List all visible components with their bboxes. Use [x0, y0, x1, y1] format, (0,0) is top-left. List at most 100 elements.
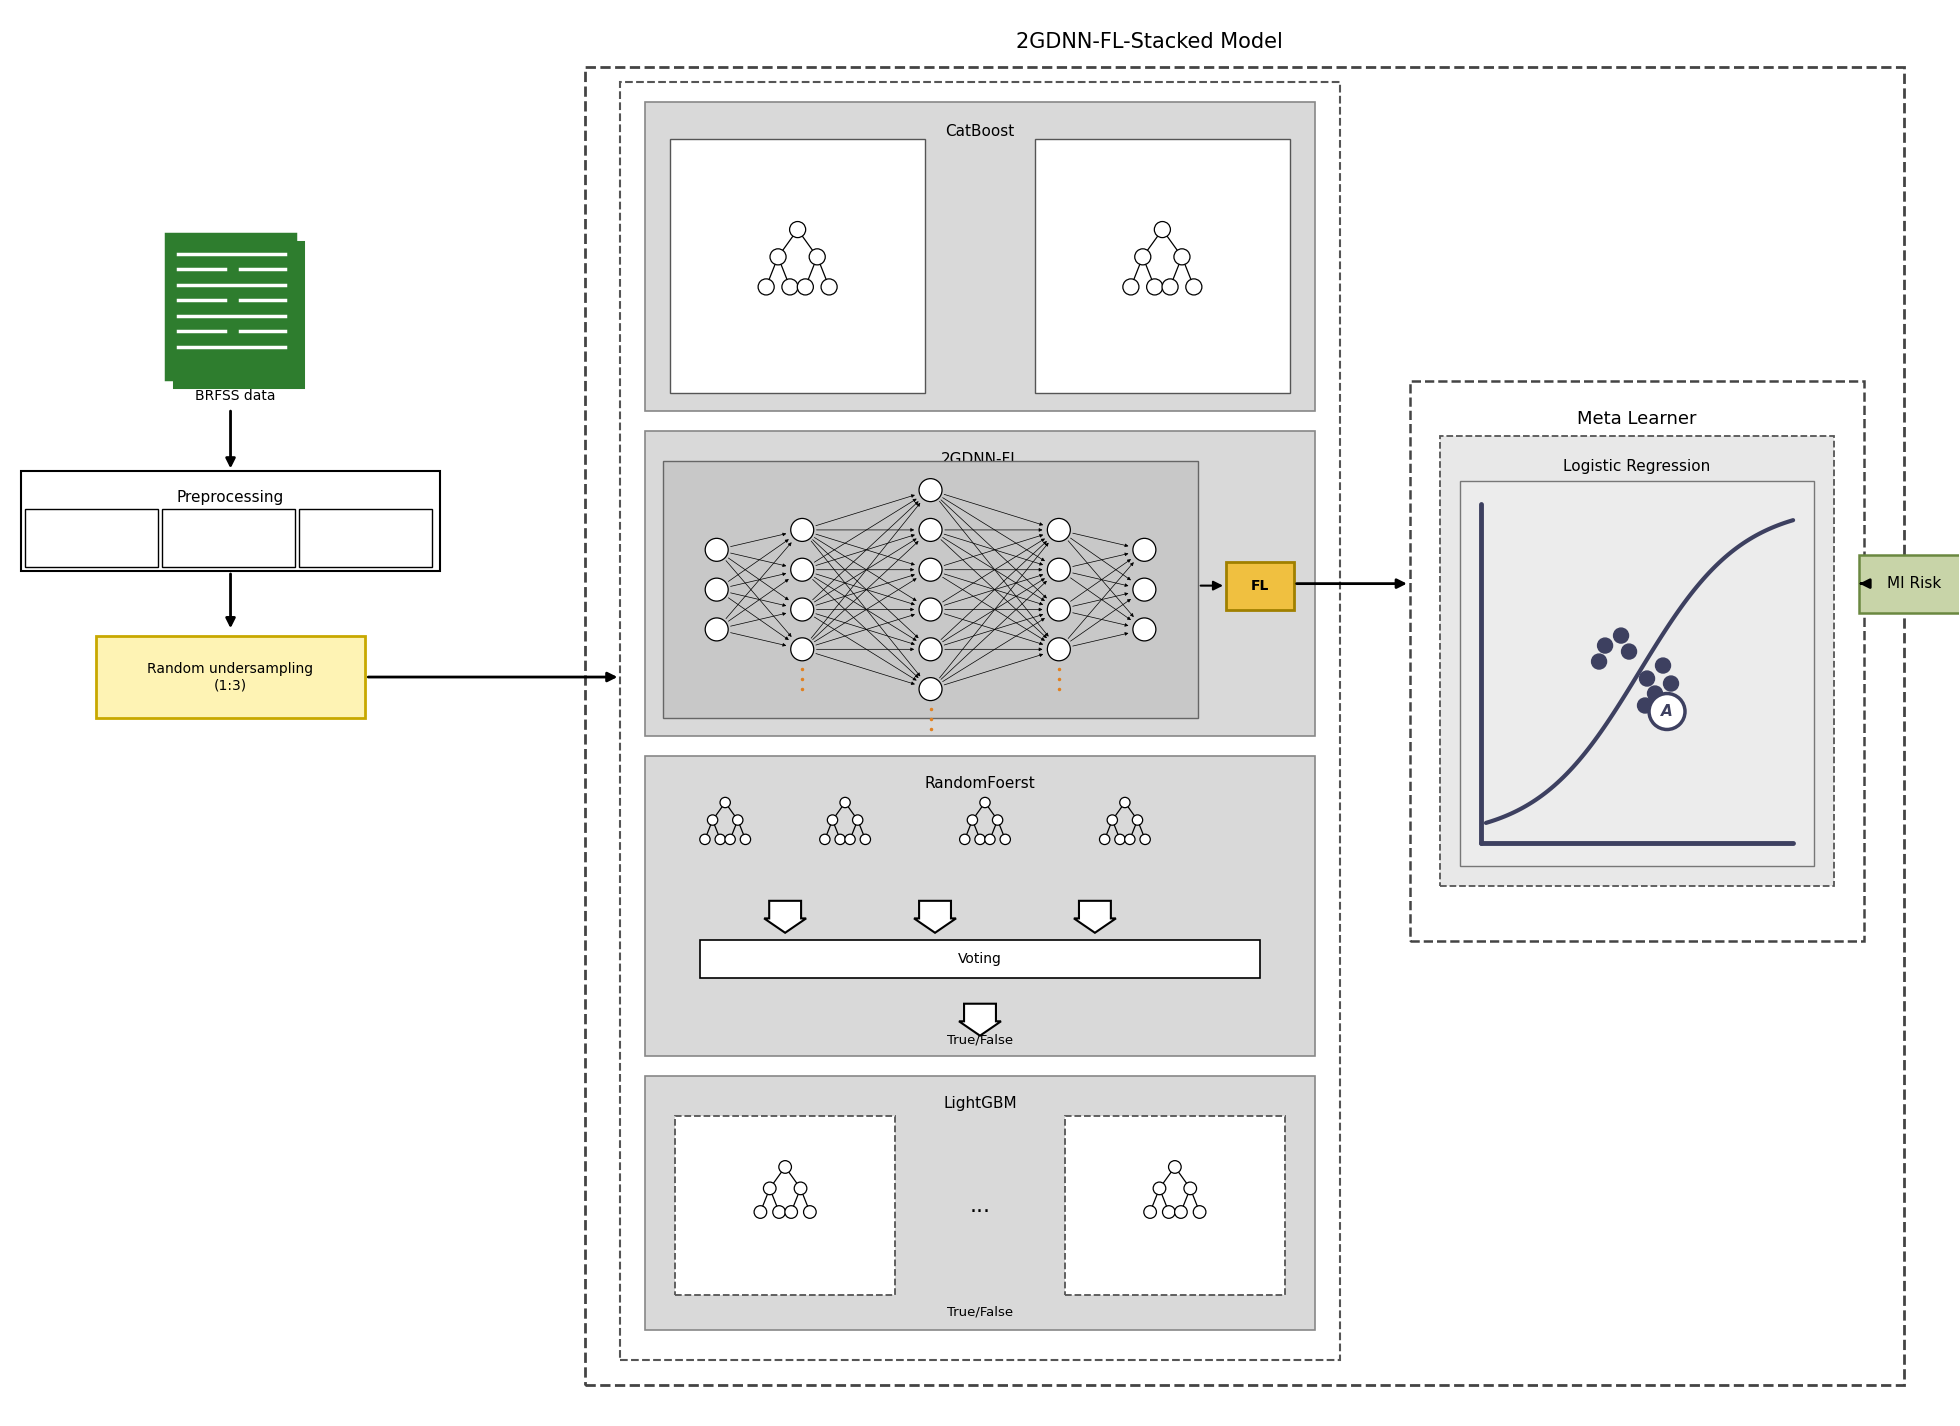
Circle shape: [706, 539, 729, 562]
Circle shape: [1639, 672, 1654, 686]
Circle shape: [804, 1206, 815, 1218]
Text: Remove the
missing values: Remove the missing values: [188, 528, 269, 549]
Circle shape: [1100, 834, 1109, 844]
Text: Meta Learner: Meta Learner: [1578, 411, 1697, 428]
Circle shape: [784, 1206, 798, 1218]
Circle shape: [919, 519, 943, 542]
Circle shape: [835, 834, 845, 844]
Circle shape: [1123, 279, 1139, 295]
Circle shape: [782, 279, 798, 295]
Circle shape: [1047, 558, 1070, 582]
Circle shape: [1141, 834, 1151, 844]
Circle shape: [984, 834, 996, 844]
Circle shape: [790, 637, 813, 660]
Circle shape: [1648, 686, 1662, 702]
Circle shape: [1637, 697, 1652, 713]
Circle shape: [1107, 814, 1117, 826]
Circle shape: [1133, 814, 1143, 826]
Circle shape: [1621, 645, 1637, 659]
Circle shape: [853, 814, 862, 826]
Bar: [163, 509, 296, 568]
Circle shape: [764, 1182, 776, 1195]
Circle shape: [821, 279, 837, 295]
Bar: [1460, 481, 1815, 866]
Circle shape: [919, 558, 943, 582]
Circle shape: [960, 834, 970, 844]
Circle shape: [1597, 637, 1613, 653]
Bar: [1409, 381, 1864, 941]
Circle shape: [860, 834, 870, 844]
Text: A: A: [1662, 704, 1674, 719]
Bar: [645, 101, 1315, 411]
Circle shape: [708, 814, 717, 826]
Bar: [22, 471, 441, 572]
Circle shape: [1648, 693, 1686, 730]
Bar: [1225, 562, 1294, 609]
Circle shape: [719, 797, 731, 807]
Circle shape: [741, 834, 751, 844]
Polygon shape: [913, 901, 956, 933]
Bar: [700, 940, 1260, 978]
Circle shape: [1592, 655, 1607, 669]
Bar: [25, 509, 159, 568]
Circle shape: [715, 834, 725, 844]
Circle shape: [1047, 519, 1070, 542]
Circle shape: [845, 834, 855, 844]
Circle shape: [1047, 597, 1070, 620]
Text: Normalization: Normalization: [327, 533, 404, 543]
Bar: [1064, 1115, 1286, 1295]
Circle shape: [790, 519, 813, 542]
Circle shape: [1133, 578, 1156, 602]
Polygon shape: [1074, 901, 1115, 933]
Text: Logistic Regression: Logistic Regression: [1564, 459, 1711, 473]
Circle shape: [1125, 834, 1135, 844]
Circle shape: [1115, 834, 1125, 844]
Text: Preprocessing: Preprocessing: [176, 489, 284, 505]
Polygon shape: [958, 1004, 1002, 1035]
Circle shape: [1135, 248, 1151, 265]
Circle shape: [1174, 1206, 1188, 1218]
Circle shape: [1047, 637, 1070, 660]
Circle shape: [1119, 797, 1131, 807]
Circle shape: [919, 597, 943, 620]
Circle shape: [733, 814, 743, 826]
Bar: [1441, 436, 1835, 886]
Text: ...: ...: [970, 1195, 990, 1215]
Circle shape: [1613, 627, 1629, 643]
Circle shape: [1162, 279, 1178, 295]
Circle shape: [827, 814, 837, 826]
Text: Voting: Voting: [958, 951, 1002, 965]
Circle shape: [919, 677, 943, 700]
Circle shape: [1147, 279, 1162, 295]
Circle shape: [1000, 834, 1011, 844]
Circle shape: [798, 279, 813, 295]
Circle shape: [790, 221, 806, 238]
Text: True/False: True/False: [947, 1306, 1013, 1319]
Text: Remove the
irrelevant features: Remove the irrelevant features: [41, 528, 141, 549]
Bar: [645, 1075, 1315, 1330]
Circle shape: [1194, 1206, 1205, 1218]
Bar: [1035, 138, 1290, 394]
Bar: [645, 756, 1315, 1055]
Circle shape: [992, 814, 1004, 826]
Bar: [96, 636, 365, 719]
Bar: [165, 234, 296, 379]
Circle shape: [759, 279, 774, 295]
Text: Random undersampling
(1:3): Random undersampling (1:3): [147, 662, 314, 692]
Circle shape: [1133, 617, 1156, 640]
Text: 2GDNN-FL: 2GDNN-FL: [941, 452, 1019, 466]
Circle shape: [770, 248, 786, 265]
Circle shape: [809, 248, 825, 265]
Text: 2GDNN-FL-Stacked Model: 2GDNN-FL-Stacked Model: [1017, 31, 1284, 51]
Bar: [645, 431, 1315, 736]
Circle shape: [772, 1206, 786, 1218]
Circle shape: [790, 558, 813, 582]
Text: LightGBM: LightGBM: [943, 1097, 1017, 1111]
Circle shape: [974, 834, 986, 844]
Circle shape: [1152, 1182, 1166, 1195]
Circle shape: [1656, 657, 1670, 673]
Circle shape: [819, 834, 829, 844]
Text: BRFSS data: BRFSS data: [196, 389, 276, 404]
Circle shape: [778, 1161, 792, 1174]
Text: Base Learner: Base Learner: [921, 103, 1039, 121]
